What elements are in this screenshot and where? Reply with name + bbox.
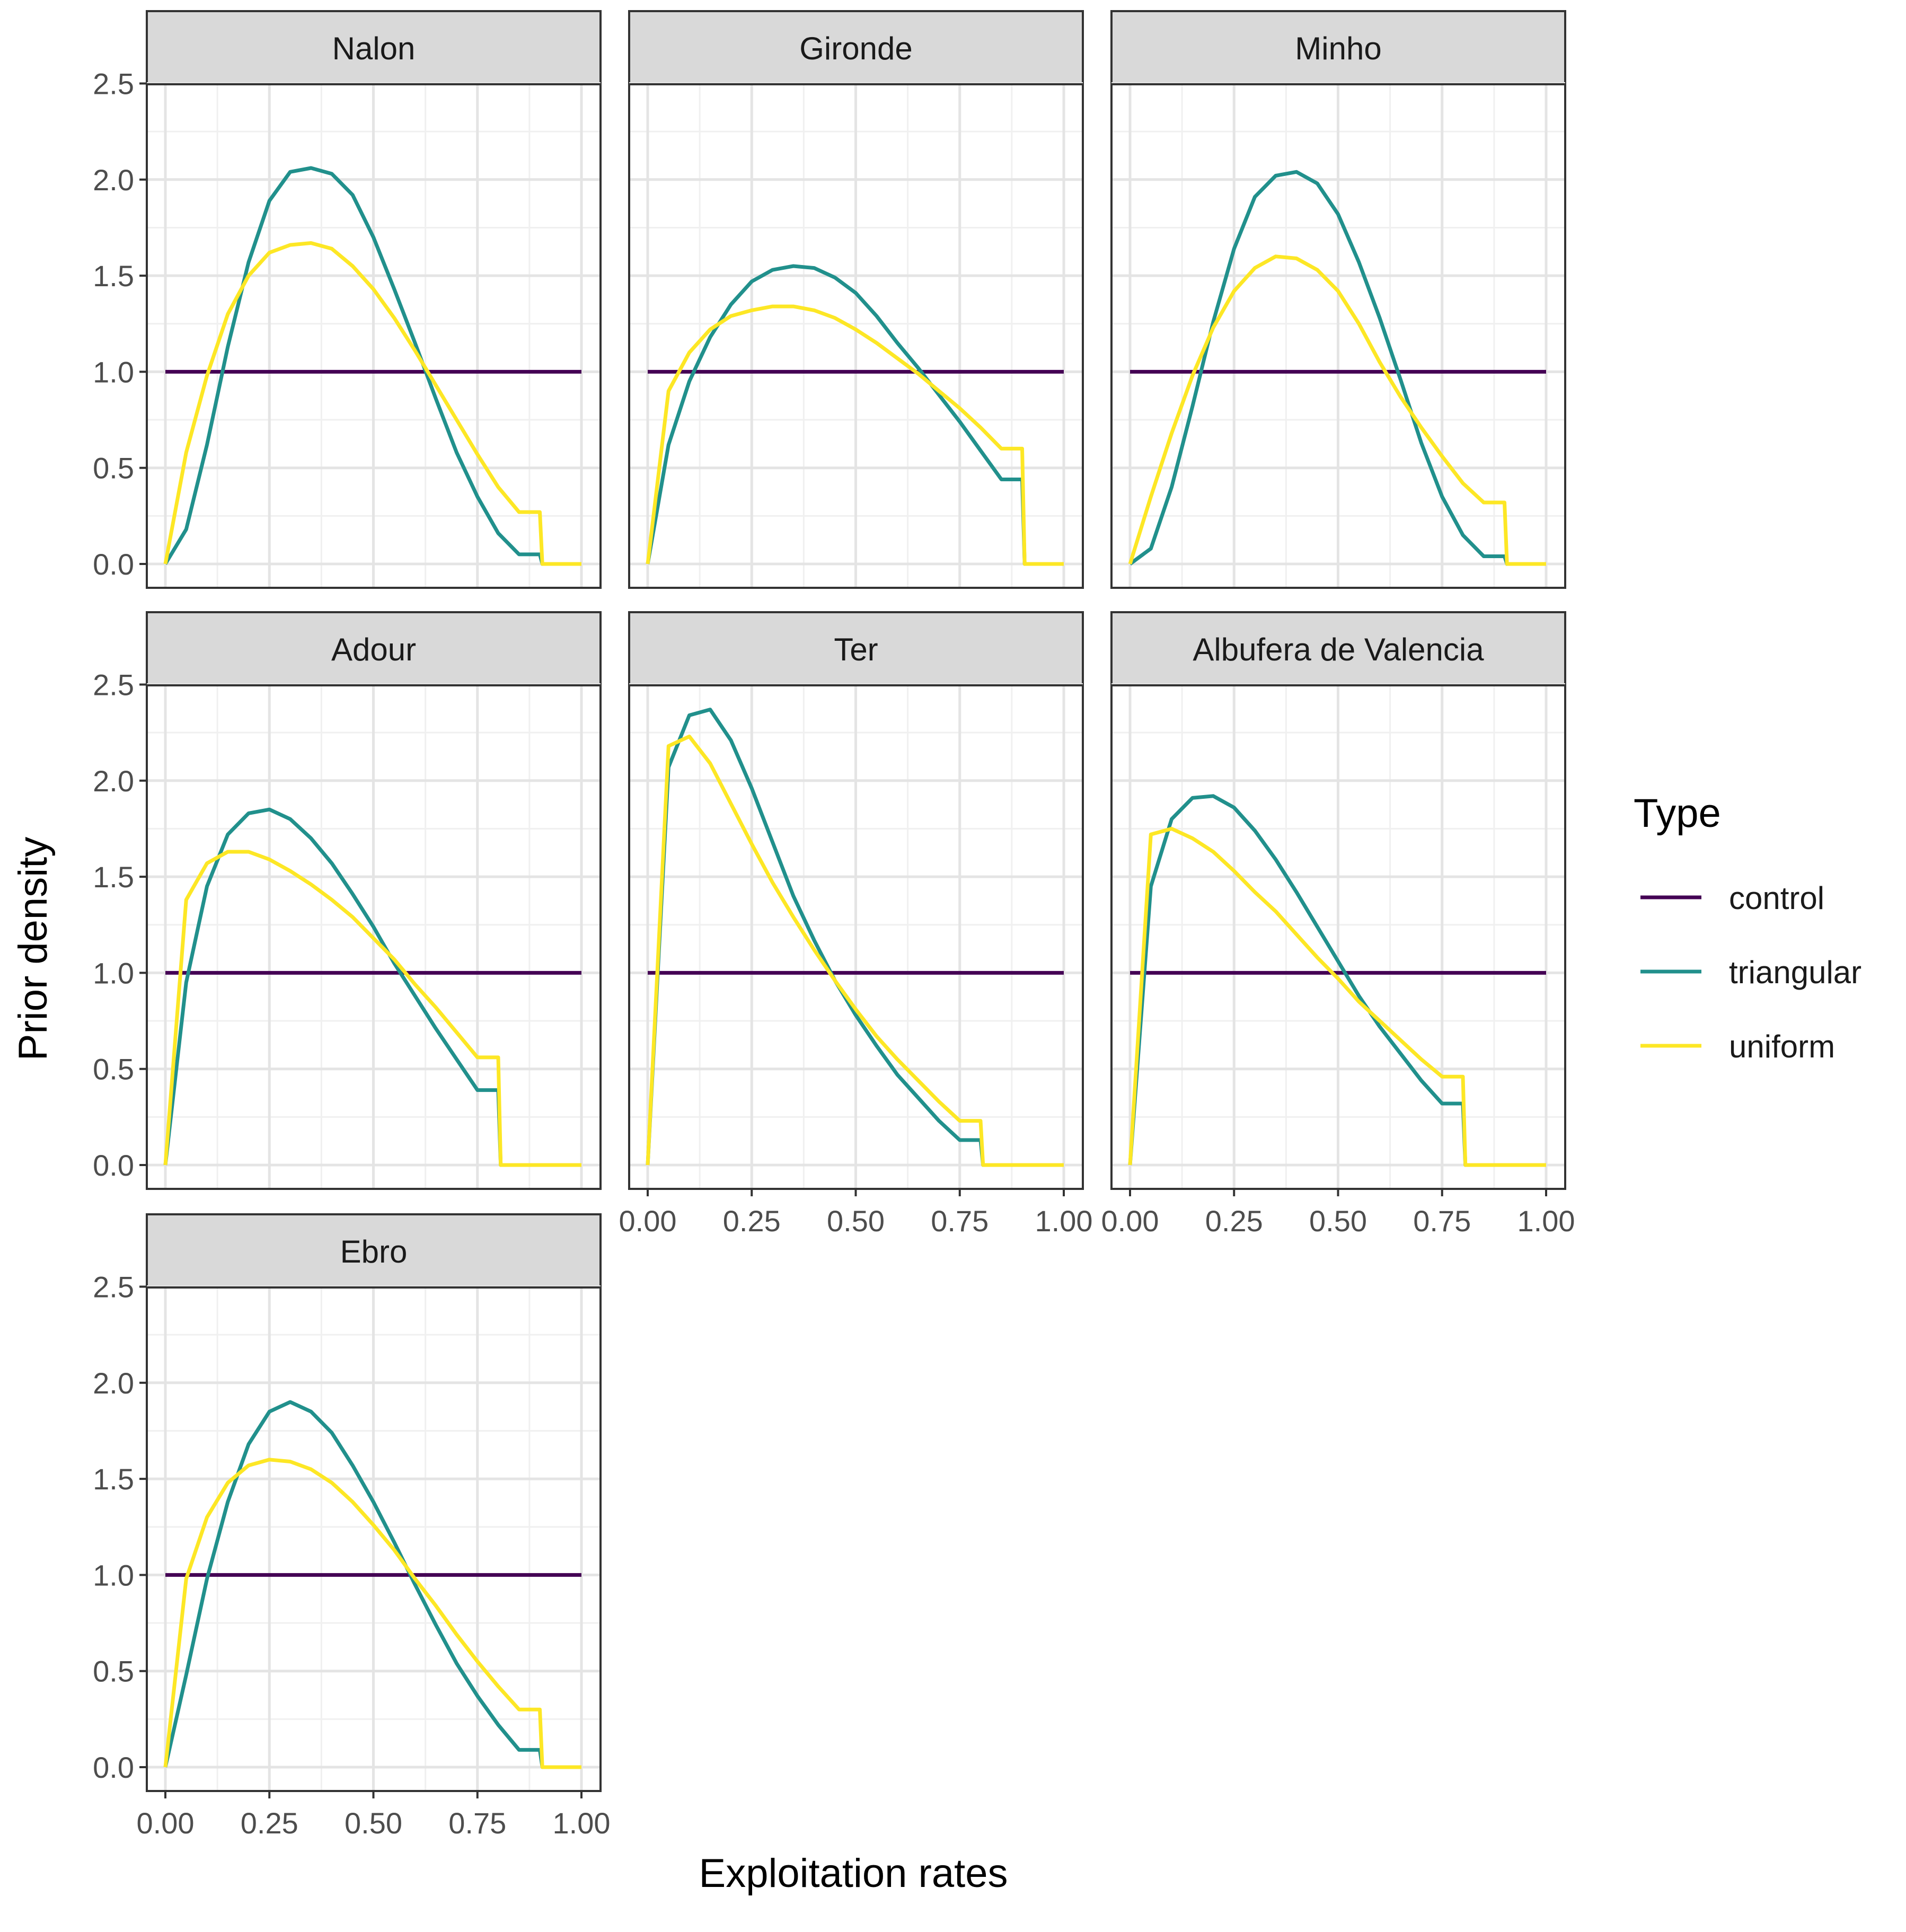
y-tick-label: 2.0 <box>93 1366 134 1400</box>
facet-strip <box>1110 611 1566 686</box>
x-tick-label: 0.50 <box>345 1806 402 1840</box>
facet-strip <box>146 10 602 85</box>
y-tick-label: 0.0 <box>93 1751 134 1784</box>
series-line-uniform <box>646 734 1064 1167</box>
x-tick-label: 0.25 <box>723 1204 781 1238</box>
panel-border <box>146 83 602 589</box>
y-tick-label: 2.0 <box>93 764 134 798</box>
facet-panel-4: Ter 0.00 0.25 0.50 0.75 1.00 <box>619 611 1093 1238</box>
y-tick-label: 2.5 <box>93 1271 134 1304</box>
y-tick-label: 0.0 <box>93 548 134 581</box>
facet-strip <box>628 611 1084 686</box>
y-tick-label: 1.5 <box>93 860 134 894</box>
y-tick-label: 0.0 <box>93 1149 134 1182</box>
x-tick-label: 0.50 <box>827 1204 885 1238</box>
series-line-triangular <box>1128 170 1546 566</box>
series-line-uniform <box>1128 827 1546 1167</box>
facet-panel-1: Gironde <box>628 10 1084 589</box>
x-tick-label: 1.00 <box>1035 1204 1093 1238</box>
facet-strip <box>1110 10 1566 85</box>
x-tick-label: 0.75 <box>931 1204 989 1238</box>
x-tick-label: 0.75 <box>448 1806 506 1840</box>
facet-title: Ebro <box>340 1234 408 1269</box>
panel-border <box>628 83 1084 589</box>
y-tick-label: 2.0 <box>93 163 134 197</box>
x-tick-label: 0.25 <box>1205 1204 1263 1238</box>
facet-panel-5: Albufera de Valencia 0.00 0.25 0.50 0.75 1.00 <box>1101 611 1575 1238</box>
x-tick-label: 0.00 <box>619 1204 677 1238</box>
y-tick-label: 2.5 <box>93 67 134 101</box>
legend: Type control triangular uniform <box>1634 791 1861 1064</box>
legend-title: Type <box>1634 791 1721 836</box>
y-tick-label: 1.5 <box>93 259 134 293</box>
facet-title: Adour <box>331 632 416 667</box>
facet-title: Ter <box>834 632 878 667</box>
facet-title: Nalon <box>332 31 416 66</box>
series-line-uniform <box>163 1458 581 1769</box>
facet-panel-6: Ebro 0.0 0.5 1.0 1.5 2.0 2.5 0.00 0.25 0.50 0.75 1.… <box>93 1213 611 1840</box>
x-tick-label: 1.00 <box>553 1806 611 1840</box>
y-tick-label: 0.5 <box>93 1655 134 1688</box>
facet-strip <box>146 1213 602 1289</box>
facet-title: Albufera de Valencia <box>1193 632 1484 667</box>
series-line-uniform <box>163 850 581 1167</box>
y-tick-label: 1.0 <box>93 355 134 389</box>
facet-title: Gironde <box>799 31 912 66</box>
panel-border <box>1110 83 1566 589</box>
facet-panel-3: Adour 0.0 0.5 1.0 1.5 2.0 2.5 <box>93 611 602 1190</box>
legend-label: triangular <box>1729 955 1861 990</box>
legend-label: control <box>1729 880 1824 916</box>
y-tick-label: 1.5 <box>93 1462 134 1496</box>
facet-panel-2: Minho <box>1110 10 1566 589</box>
x-axis-title: Exploitation rates <box>699 1851 1008 1896</box>
y-tick-label: 2.5 <box>93 668 134 702</box>
x-tick-label: 0.00 <box>1101 1204 1159 1238</box>
series-line-uniform <box>1128 254 1546 566</box>
y-tick-label: 0.5 <box>93 1053 134 1086</box>
y-axis-title: Prior density <box>11 837 56 1061</box>
facet-panel-0: Nalon 0.0 0.5 1.0 1.5 2.0 2.5 <box>93 10 602 589</box>
x-tick-label: 0.50 <box>1309 1204 1367 1238</box>
facet-strip <box>628 10 1084 85</box>
facet-title: Minho <box>1295 31 1381 66</box>
series-line-uniform <box>163 241 581 566</box>
x-tick-label: 1.00 <box>1517 1204 1575 1238</box>
y-tick-label: 1.0 <box>93 1558 134 1592</box>
facet-strip <box>146 611 602 686</box>
x-tick-label: 0.75 <box>1413 1204 1471 1238</box>
panel-border <box>146 684 602 1190</box>
series-line-triangular <box>164 166 581 566</box>
x-tick-label: 0.25 <box>241 1806 298 1840</box>
series-line-uniform <box>646 304 1064 566</box>
y-tick-label: 0.5 <box>93 452 134 485</box>
legend-label: uniform <box>1729 1029 1835 1064</box>
y-tick-label: 1.0 <box>93 956 134 990</box>
x-tick-label: 0.00 <box>137 1806 195 1840</box>
